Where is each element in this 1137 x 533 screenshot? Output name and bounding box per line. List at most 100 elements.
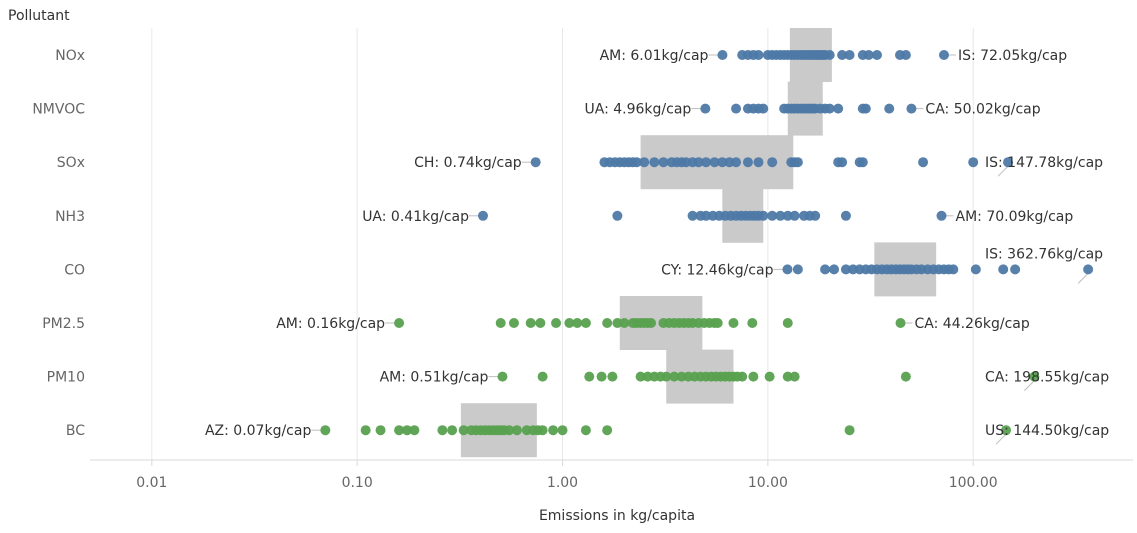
data-point bbox=[1001, 425, 1012, 436]
data-point bbox=[607, 371, 618, 382]
data-point bbox=[580, 425, 591, 436]
data-point bbox=[737, 371, 748, 382]
data-point bbox=[584, 371, 595, 382]
data-point bbox=[782, 371, 793, 382]
data-point bbox=[1003, 157, 1014, 168]
data-point bbox=[320, 425, 331, 436]
max-label-connector bbox=[1024, 380, 1035, 391]
data-point bbox=[871, 50, 882, 60]
data-point bbox=[1010, 264, 1021, 275]
data-point bbox=[612, 210, 623, 221]
data-point bbox=[767, 157, 778, 168]
data-point bbox=[837, 50, 848, 60]
data-point bbox=[551, 318, 562, 328]
data-point bbox=[936, 210, 947, 221]
data-point bbox=[833, 103, 844, 114]
data-point bbox=[764, 371, 775, 382]
data-point bbox=[753, 50, 764, 60]
data-point bbox=[525, 318, 536, 328]
y-axis-title: Pollutant bbox=[8, 8, 70, 24]
data-point bbox=[810, 210, 821, 221]
x-tick-label: 100.00 bbox=[949, 475, 998, 491]
data-point bbox=[530, 157, 541, 168]
data-point bbox=[535, 318, 546, 328]
data-point bbox=[701, 157, 712, 168]
box-layer bbox=[460, 28, 937, 458]
data-point bbox=[860, 103, 871, 114]
data-point bbox=[709, 157, 720, 168]
data-point bbox=[508, 318, 519, 328]
data-point bbox=[375, 425, 386, 436]
x-axis-title: Emissions in kg/capita bbox=[539, 508, 695, 524]
data-point bbox=[895, 318, 906, 328]
y-category-label: BC bbox=[66, 423, 85, 439]
data-point bbox=[477, 210, 488, 221]
data-point bbox=[775, 210, 786, 221]
data-point bbox=[782, 318, 793, 328]
max-label-connector bbox=[995, 433, 1007, 445]
data-point bbox=[792, 157, 803, 168]
data-point bbox=[602, 425, 613, 436]
data-point bbox=[564, 318, 575, 328]
data-point bbox=[557, 425, 568, 436]
x-tick-label: 0.10 bbox=[342, 475, 373, 491]
data-point bbox=[649, 157, 660, 168]
data-point bbox=[824, 103, 835, 114]
data-point bbox=[687, 210, 698, 221]
grid-layer bbox=[151, 28, 974, 460]
data-point bbox=[1083, 264, 1094, 275]
min-value-label: UA: 0.41kg/cap bbox=[362, 209, 469, 225]
y-category-label: NH3 bbox=[55, 209, 85, 225]
data-point bbox=[537, 425, 548, 436]
data-point bbox=[394, 425, 405, 436]
min-value-label: CY: 12.46kg/cap bbox=[661, 262, 773, 278]
data-point bbox=[458, 425, 469, 436]
data-point bbox=[646, 318, 657, 328]
data-point bbox=[394, 318, 405, 328]
data-point bbox=[504, 425, 515, 436]
min-value-label: CH: 0.74kg/cap bbox=[414, 155, 522, 171]
max-value-label: CA: 44.26kg/cap bbox=[915, 316, 1030, 332]
data-point bbox=[717, 157, 728, 168]
data-point bbox=[840, 210, 851, 221]
data-point bbox=[712, 318, 723, 328]
data-point bbox=[717, 50, 728, 60]
data-point bbox=[409, 425, 420, 436]
data-point bbox=[612, 318, 623, 328]
data-point bbox=[782, 264, 793, 275]
data-point bbox=[829, 264, 840, 275]
data-point bbox=[728, 318, 739, 328]
data-point bbox=[402, 425, 413, 436]
max-value-label: CA: 198.55kg/cap bbox=[985, 370, 1109, 386]
point-layer bbox=[320, 50, 1094, 436]
data-point bbox=[767, 210, 778, 221]
data-point bbox=[792, 264, 803, 275]
data-point bbox=[497, 371, 508, 382]
data-point bbox=[789, 210, 800, 221]
data-point bbox=[360, 425, 371, 436]
data-point bbox=[824, 50, 835, 60]
data-point bbox=[758, 210, 769, 221]
data-point bbox=[661, 371, 672, 382]
data-point bbox=[580, 318, 591, 328]
label-layer: NOx AM: 6.01kg/cap IS: 72.05kg/cap NMVOC UA:… bbox=[32, 48, 1109, 439]
data-point bbox=[900, 50, 911, 60]
data-point bbox=[495, 318, 506, 328]
data-point bbox=[731, 157, 742, 168]
min-value-label: AM: 0.51kg/cap bbox=[380, 370, 489, 386]
data-point bbox=[447, 425, 458, 436]
max-value-label: IS: 362.76kg/cap bbox=[985, 246, 1103, 262]
data-point bbox=[511, 425, 522, 436]
data-point bbox=[596, 371, 607, 382]
y-category-label: NMVOC bbox=[32, 102, 85, 118]
data-point bbox=[789, 371, 800, 382]
y-category-label: CO bbox=[64, 262, 85, 278]
max-value-label: AM: 70.09kg/cap bbox=[956, 209, 1074, 225]
data-point bbox=[572, 318, 583, 328]
data-point bbox=[619, 318, 630, 328]
data-point bbox=[938, 50, 949, 60]
y-category-label: PM10 bbox=[47, 370, 85, 386]
data-point bbox=[602, 318, 613, 328]
max-label-connector bbox=[997, 165, 1009, 177]
